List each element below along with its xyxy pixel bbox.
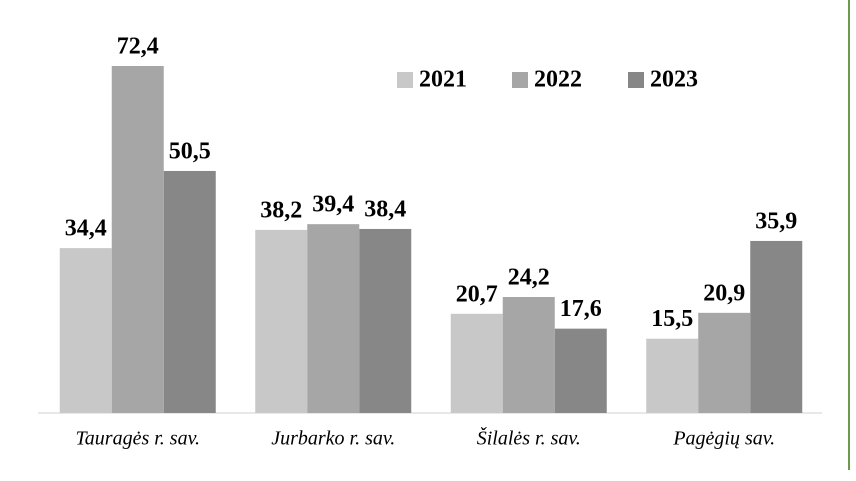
data-label: 20,9	[703, 280, 745, 306]
x-tick-label: Jurbarko r. sav.	[271, 428, 395, 450]
data-label: 17,6	[560, 296, 602, 322]
bar	[450, 313, 503, 413]
data-label: 39,4	[312, 192, 354, 218]
data-label: 35,9	[755, 208, 797, 234]
data-label: 34,4	[65, 216, 107, 242]
bar	[163, 170, 216, 413]
bar	[554, 328, 607, 413]
bar	[750, 240, 803, 413]
bar	[698, 312, 751, 413]
data-label: 15,5	[651, 306, 693, 332]
data-label: 24,2	[508, 265, 550, 291]
x-tick-label: Pagėgių sav.	[672, 428, 775, 450]
data-label: 50,5	[169, 138, 211, 164]
data-label: 38,2	[260, 197, 302, 223]
bar	[59, 248, 112, 413]
legend-label: 2021	[419, 67, 467, 93]
bar	[646, 338, 699, 413]
bar	[255, 229, 308, 413]
legend-swatch	[512, 72, 528, 88]
data-label: 72,4	[117, 34, 159, 60]
x-tick-label: Šilalės r. sav.	[477, 426, 581, 450]
legend-label: 2023	[650, 67, 698, 93]
data-label: 38,4	[364, 196, 406, 222]
x-tick-label: Tauragės r. sav.	[76, 428, 200, 450]
bar	[359, 228, 412, 413]
legend-swatch	[397, 72, 413, 88]
bar	[502, 297, 555, 413]
bar	[307, 224, 360, 413]
legend-swatch	[628, 72, 644, 88]
bar	[111, 66, 164, 413]
data-label: 20,7	[456, 281, 498, 307]
legend-label: 2022	[534, 67, 582, 93]
